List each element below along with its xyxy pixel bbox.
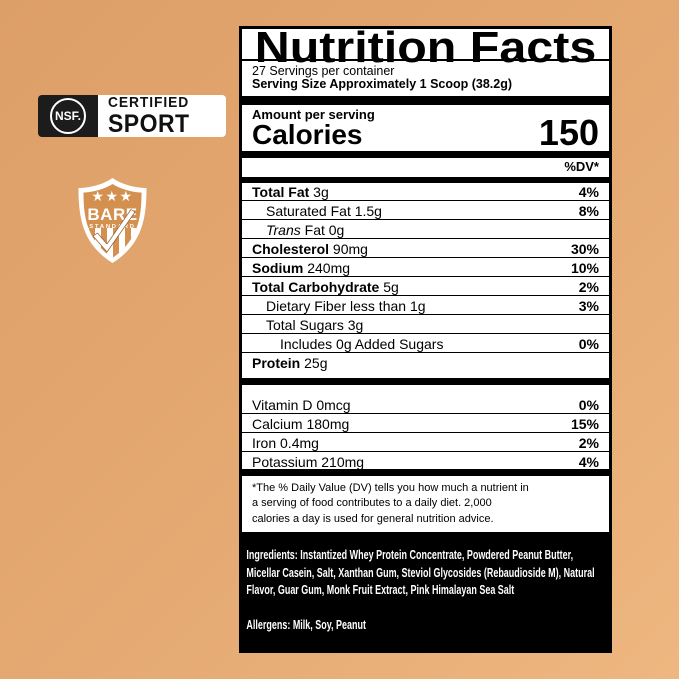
svg-text:★★★: ★★★	[91, 188, 133, 204]
svg-text:NSF.: NSF.	[55, 109, 81, 123]
svg-text:STANDARD: STANDARD	[89, 224, 136, 230]
